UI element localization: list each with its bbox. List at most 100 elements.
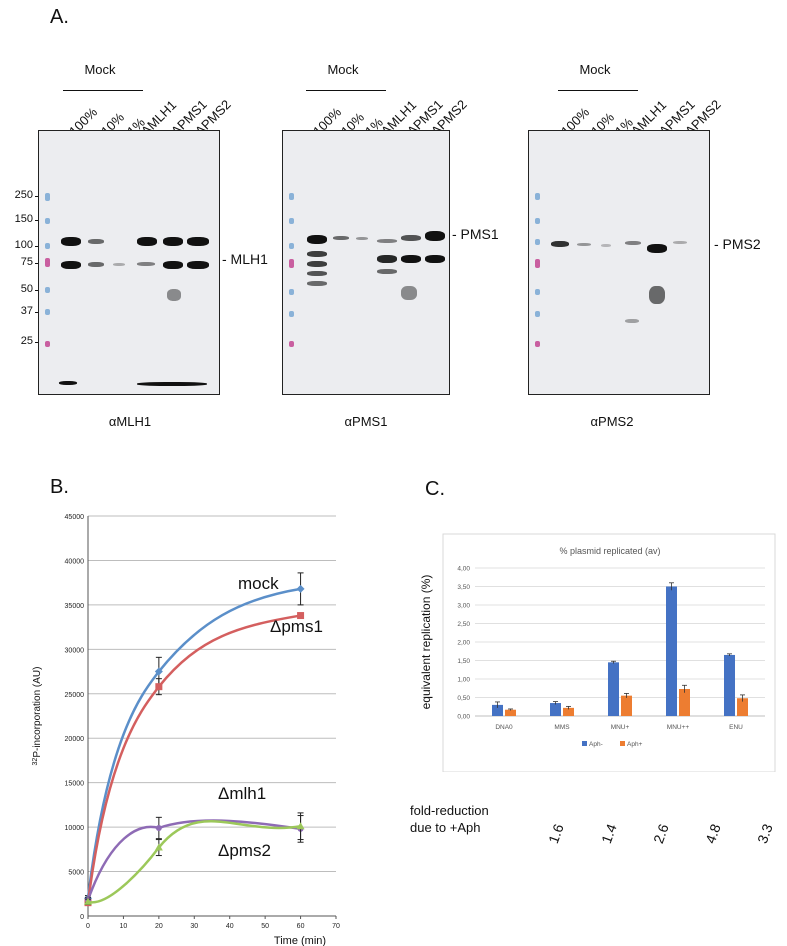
y-tick-label: 1,00 <box>457 677 470 684</box>
data-point <box>155 825 162 831</box>
bar <box>550 703 561 716</box>
band <box>167 289 181 301</box>
x-tick-label: 10 <box>120 923 128 930</box>
band <box>307 281 327 286</box>
band <box>307 271 327 276</box>
series-label-2: Δmlh1 <box>218 784 266 803</box>
x-tick-label: MMS <box>554 724 570 731</box>
pms2-protein-label: - PMS2 <box>714 236 761 252</box>
mw-tick <box>35 342 39 343</box>
y-tick-label: 45000 <box>65 514 85 521</box>
y-tick-label: 40000 <box>65 558 85 565</box>
ladder-band <box>45 193 50 201</box>
bar <box>492 704 503 716</box>
bar <box>679 688 690 716</box>
data-point <box>297 612 305 620</box>
mw-tick <box>35 263 39 264</box>
y-tick-label: 35000 <box>65 603 85 610</box>
mw-tick <box>35 290 39 291</box>
y-tick-label: 30000 <box>65 647 85 654</box>
x-tick-label: 50 <box>261 923 269 930</box>
ladder-band <box>535 259 540 268</box>
band <box>577 243 591 246</box>
band <box>88 262 104 267</box>
mw-tick <box>35 312 39 313</box>
mw-tick <box>35 196 39 197</box>
blot-pms2 <box>528 130 710 395</box>
ladder-band <box>289 311 294 317</box>
panel-a-letter: A. <box>50 6 69 28</box>
band <box>88 239 104 244</box>
data-point <box>296 822 305 830</box>
mlh1-mock-label: Mock <box>84 62 116 77</box>
legend-swatch <box>620 741 625 746</box>
data-point <box>154 667 163 676</box>
data-point <box>154 843 163 851</box>
band <box>377 239 397 243</box>
pms2-antibody-label: αPMS2 <box>590 414 634 429</box>
panel-b-letter: B. <box>50 476 69 498</box>
band <box>625 241 641 245</box>
data-point <box>84 897 92 905</box>
ladder-band <box>535 239 540 245</box>
ladder-band <box>289 243 294 249</box>
band <box>625 319 639 323</box>
pms1-mock-label: Mock <box>327 62 359 77</box>
fold-value-dna0: 1.6 <box>545 821 567 846</box>
pms2-mock-label: Mock <box>579 62 611 77</box>
fold-value-mnu-plus: 2.6 <box>650 821 672 846</box>
y-axis-label: equivalent replication (%) <box>419 575 433 710</box>
y-axis-label: 32P-incorporation (AU) <box>32 667 44 766</box>
band <box>401 286 417 300</box>
x-tick-label: 60 <box>297 923 305 930</box>
band <box>187 237 209 246</box>
ladder-band <box>289 341 294 347</box>
legend-label: Aph- <box>589 741 603 748</box>
ladder-band <box>535 341 540 347</box>
y-tick-label: 1,50 <box>457 658 470 665</box>
x-tick-label: MNU++ <box>667 724 690 731</box>
y-tick-label: 3,00 <box>457 603 470 610</box>
fold-reduction-label-line2: due to +Aph <box>410 820 481 835</box>
x-tick-label: DNA0 <box>495 724 513 731</box>
y-tick-label: 2,50 <box>457 621 470 628</box>
y-tick-label: 2,00 <box>457 640 470 647</box>
x-tick-label: 20 <box>155 923 163 930</box>
x-tick-label: 30 <box>190 923 198 930</box>
ladder-band <box>45 341 50 347</box>
mlh1-antibody-label: αMLH1 <box>108 414 152 429</box>
band <box>61 261 81 269</box>
y-tick-label: 20000 <box>65 736 85 743</box>
bar <box>666 586 677 716</box>
mw-tick <box>35 220 39 221</box>
band <box>307 251 327 257</box>
chart-title: % plasmid replicated (av) <box>559 546 660 556</box>
mw-label-50: 50 <box>20 283 33 295</box>
series-label-1: Δpms1 <box>270 617 323 636</box>
series-label-3: Δpms2 <box>218 841 271 860</box>
chart-frame <box>442 533 776 772</box>
ladder-band <box>45 258 50 267</box>
panel-c-letter: C. <box>425 478 445 500</box>
ladder-band <box>45 287 50 293</box>
y-tick-label: 0 <box>80 914 84 921</box>
band <box>377 255 397 263</box>
x-tick-label: ENU <box>729 724 743 731</box>
y-tick-label: 5000 <box>68 870 84 877</box>
band <box>401 255 421 263</box>
band <box>137 237 157 246</box>
ladder-band <box>289 259 294 268</box>
bar-chart-plasmid-replicated: % plasmid replicated (av) 0,00 0,50 1,00 1,5… <box>419 533 776 772</box>
ladder-band <box>289 289 294 295</box>
band <box>673 241 687 244</box>
ladder-band <box>45 243 50 249</box>
x-axis-label: Time (min) <box>274 935 326 946</box>
mw-label-25: 25 <box>20 335 33 347</box>
y-tick-label: 3,50 <box>457 584 470 591</box>
band <box>401 235 421 241</box>
bar <box>724 654 735 716</box>
mw-tick <box>35 246 39 247</box>
x-tick-label: MNU+ <box>611 724 630 731</box>
mw-label-37: 37 <box>20 305 33 317</box>
ladder-band <box>289 193 294 200</box>
